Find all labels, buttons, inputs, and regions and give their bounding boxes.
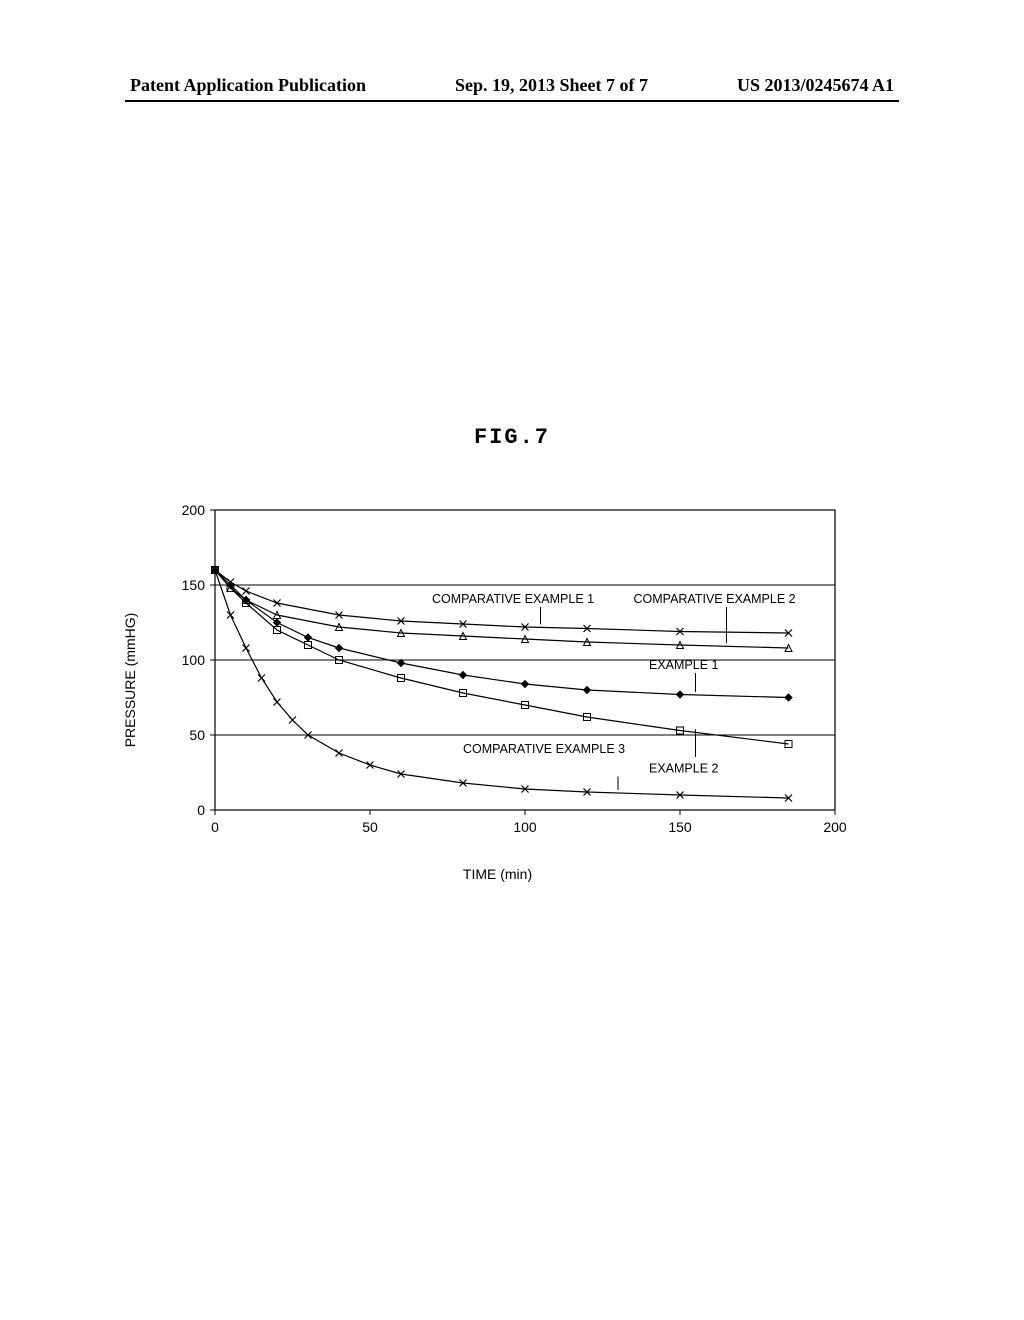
y-axis-label: PRESSURE (mmHG): [122, 613, 138, 748]
svg-text:100: 100: [513, 819, 537, 835]
svg-text:0: 0: [197, 802, 205, 818]
page-header: Patent Application Publication Sep. 19, …: [0, 75, 1024, 96]
svg-text:50: 50: [362, 819, 378, 835]
svg-text:EXAMPLE 2: EXAMPLE 2: [649, 762, 719, 776]
svg-text:50: 50: [189, 727, 205, 743]
svg-text:COMPARATIVE EXAMPLE 2: COMPARATIVE EXAMPLE 2: [634, 592, 796, 606]
chart-svg: 0 50 100 150 200 0 50 100 150 200 COMPARATIVE EXAM…: [135, 490, 860, 870]
header-left: Patent Application Publication: [130, 75, 366, 96]
svg-text:COMPARATIVE EXAMPLE 1: COMPARATIVE EXAMPLE 1: [432, 592, 594, 606]
svg-text:100: 100: [182, 652, 206, 668]
svg-text:150: 150: [668, 819, 692, 835]
svg-text:EXAMPLE 1: EXAMPLE 1: [649, 658, 719, 672]
header-right: US 2013/0245674 A1: [737, 75, 894, 96]
svg-text:200: 200: [823, 819, 847, 835]
header-rule: [125, 100, 899, 102]
figure-label: FIG.7: [0, 425, 1024, 450]
svg-text:0: 0: [211, 819, 219, 835]
svg-text:COMPARATIVE EXAMPLE 3: COMPARATIVE EXAMPLE 3: [463, 742, 625, 756]
header-center: Sep. 19, 2013 Sheet 7 of 7: [455, 75, 648, 96]
svg-text:200: 200: [182, 502, 206, 518]
svg-text:150: 150: [182, 577, 206, 593]
x-axis-label: TIME (min): [463, 866, 532, 882]
pressure-time-chart: 0 50 100 150 200 0 50 100 150 200 COMPARATIVE EXAM…: [135, 490, 860, 870]
